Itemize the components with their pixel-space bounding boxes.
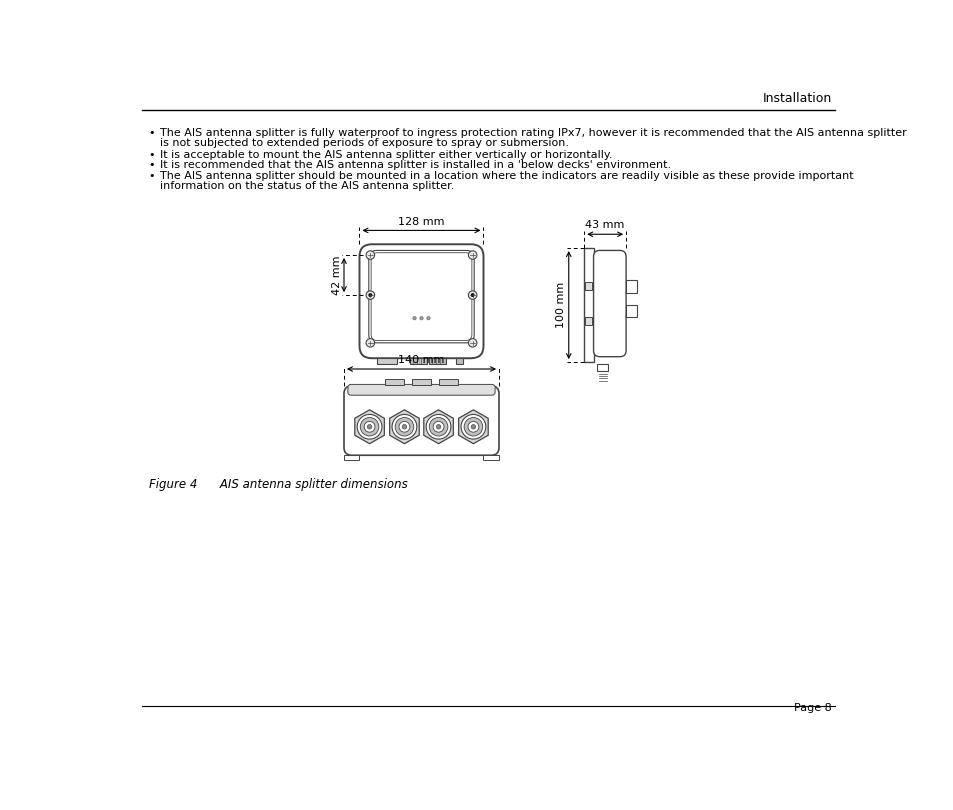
Circle shape [468, 421, 478, 433]
Bar [625, 305, 637, 318]
Bar [483, 455, 498, 460]
Circle shape [413, 317, 416, 320]
Circle shape [468, 251, 476, 259]
Polygon shape [389, 410, 418, 444]
FancyBboxPatch shape [371, 253, 472, 340]
Polygon shape [458, 410, 488, 444]
Circle shape [360, 417, 378, 436]
FancyBboxPatch shape [359, 245, 483, 358]
Text: 42 mm: 42 mm [332, 255, 341, 295]
Text: •: • [149, 128, 155, 138]
Circle shape [468, 291, 476, 300]
Bar [439, 379, 457, 386]
Circle shape [468, 339, 476, 347]
Circle shape [460, 415, 485, 439]
FancyBboxPatch shape [344, 386, 498, 455]
Bar [344, 455, 359, 460]
Text: is not subjected to extended periods of exposure to spray or submersion.: is not subjected to extended periods of … [159, 138, 568, 148]
Circle shape [433, 421, 443, 433]
Circle shape [366, 291, 375, 300]
Circle shape [366, 339, 375, 347]
Bar [456, 358, 463, 364]
Circle shape [368, 293, 372, 297]
Circle shape [470, 293, 474, 297]
Circle shape [471, 424, 476, 429]
Text: 43 mm: 43 mm [585, 220, 624, 230]
Text: Page 8: Page 8 [794, 703, 831, 713]
Text: It is acceptable to mount the AIS antenna splitter either vertically or horizont: It is acceptable to mount the AIS antenn… [159, 150, 612, 160]
Bar [584, 317, 592, 325]
Text: The AIS antenna splitter is fully waterproof to ingress protection rating IPx7, : The AIS antenna splitter is fully waterp… [159, 128, 905, 138]
Circle shape [436, 424, 440, 429]
Text: •: • [149, 150, 155, 160]
Text: 128 mm: 128 mm [397, 216, 444, 227]
Bar [410, 358, 427, 364]
Circle shape [367, 424, 372, 429]
Circle shape [398, 421, 410, 433]
Polygon shape [423, 410, 453, 444]
Circle shape [419, 317, 423, 320]
Text: Installation: Installation [762, 92, 831, 105]
Text: 140 mm: 140 mm [398, 355, 444, 365]
Bar [584, 282, 592, 291]
Text: 100 mm: 100 mm [556, 282, 566, 328]
Circle shape [426, 317, 430, 320]
Bar [429, 358, 446, 364]
FancyBboxPatch shape [369, 250, 474, 343]
Circle shape [364, 421, 375, 433]
Text: The AIS antenna splitter should be mounted in a location where the indicators ar: The AIS antenna splitter should be mount… [159, 171, 852, 181]
Bar [385, 379, 403, 386]
Polygon shape [355, 410, 384, 444]
Text: Figure 4      AIS antenna splitter dimensions: Figure 4 AIS antenna splitter dimensions [149, 479, 407, 492]
Circle shape [392, 415, 416, 439]
Bar [625, 280, 637, 292]
Text: information on the status of the AIS antenna splitter.: information on the status of the AIS ant… [159, 181, 454, 191]
Bar [412, 379, 431, 386]
Bar [583, 248, 593, 362]
Circle shape [395, 417, 414, 436]
Circle shape [464, 417, 482, 436]
Bar [376, 358, 396, 364]
Text: It is recommended that the AIS antenna splitter is installed in a 'below decks' : It is recommended that the AIS antenna s… [159, 160, 670, 170]
FancyBboxPatch shape [348, 385, 495, 395]
Circle shape [429, 417, 447, 436]
FancyBboxPatch shape [593, 250, 625, 356]
Bar [597, 364, 608, 371]
Circle shape [402, 424, 406, 429]
Circle shape [366, 251, 375, 259]
Text: •: • [149, 160, 155, 170]
Circle shape [426, 415, 451, 439]
Text: •: • [149, 171, 155, 181]
Circle shape [356, 415, 381, 439]
